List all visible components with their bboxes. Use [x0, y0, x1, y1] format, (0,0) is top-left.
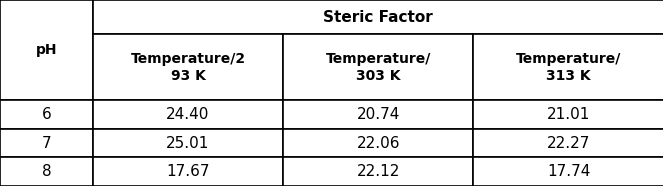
Bar	[473, 129, 663, 157]
Text: 8: 8	[42, 164, 51, 179]
Bar	[473, 34, 663, 100]
Bar	[0, 129, 93, 157]
Bar	[0, 0, 93, 100]
Bar	[473, 157, 663, 186]
Bar	[93, 100, 283, 129]
Text: 24.40: 24.40	[166, 107, 210, 122]
Bar	[93, 0, 663, 34]
Bar	[283, 34, 473, 100]
Text: 20.74: 20.74	[357, 107, 400, 122]
Text: 6: 6	[42, 107, 51, 122]
Text: 25.01: 25.01	[166, 136, 210, 151]
Text: 22.27: 22.27	[547, 136, 590, 151]
Bar	[283, 129, 473, 157]
Bar	[283, 100, 473, 129]
Bar	[0, 157, 93, 186]
Text: 22.06: 22.06	[357, 136, 400, 151]
Bar	[93, 157, 283, 186]
Bar	[93, 34, 283, 100]
Text: 22.12: 22.12	[357, 164, 400, 179]
Text: 21.01: 21.01	[547, 107, 590, 122]
Text: Temperature/2
93 K: Temperature/2 93 K	[131, 52, 245, 83]
Text: pH: pH	[36, 43, 57, 57]
Text: Steric Factor: Steric Factor	[324, 10, 433, 25]
Bar	[0, 100, 93, 129]
Bar	[93, 129, 283, 157]
Text: 17.74: 17.74	[547, 164, 590, 179]
Bar	[473, 100, 663, 129]
Bar	[283, 157, 473, 186]
Text: Temperature/
303 K: Temperature/ 303 K	[326, 52, 431, 83]
Text: 7: 7	[42, 136, 51, 151]
Text: 17.67: 17.67	[166, 164, 210, 179]
Text: Temperature/
313 K: Temperature/ 313 K	[516, 52, 621, 83]
